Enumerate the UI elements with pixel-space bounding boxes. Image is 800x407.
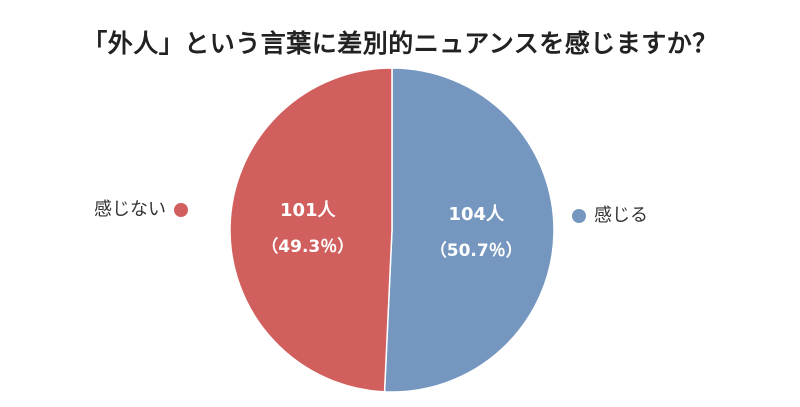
data-label-percent-not-feel: （49.3％） <box>261 236 354 257</box>
data-label-count-feel: 104人 <box>448 204 505 225</box>
pie-slices <box>229 67 555 393</box>
legend-label-feel: 感じる <box>594 205 648 226</box>
data-label-percent-feel: （50.7％） <box>430 240 523 261</box>
legend-dot-feel <box>572 209 586 223</box>
chart-title: 「外人」という言葉に差別的ニュアンスを感じますか？ <box>82 29 718 58</box>
legend-label-not-feel: 感じない <box>94 199 166 220</box>
legend-item-not-feel: 感じない <box>94 201 188 219</box>
pie-slice-not-feel <box>229 67 393 393</box>
legend-dot-not-feel <box>174 203 188 217</box>
pie-labels: 104人 （50.7％） 101人 （49.3％） <box>261 200 522 261</box>
pie-slice-feel <box>383 67 555 393</box>
legend-item-feel: 感じる <box>572 207 648 225</box>
data-label-count-not-feel: 101人 <box>280 200 337 221</box>
